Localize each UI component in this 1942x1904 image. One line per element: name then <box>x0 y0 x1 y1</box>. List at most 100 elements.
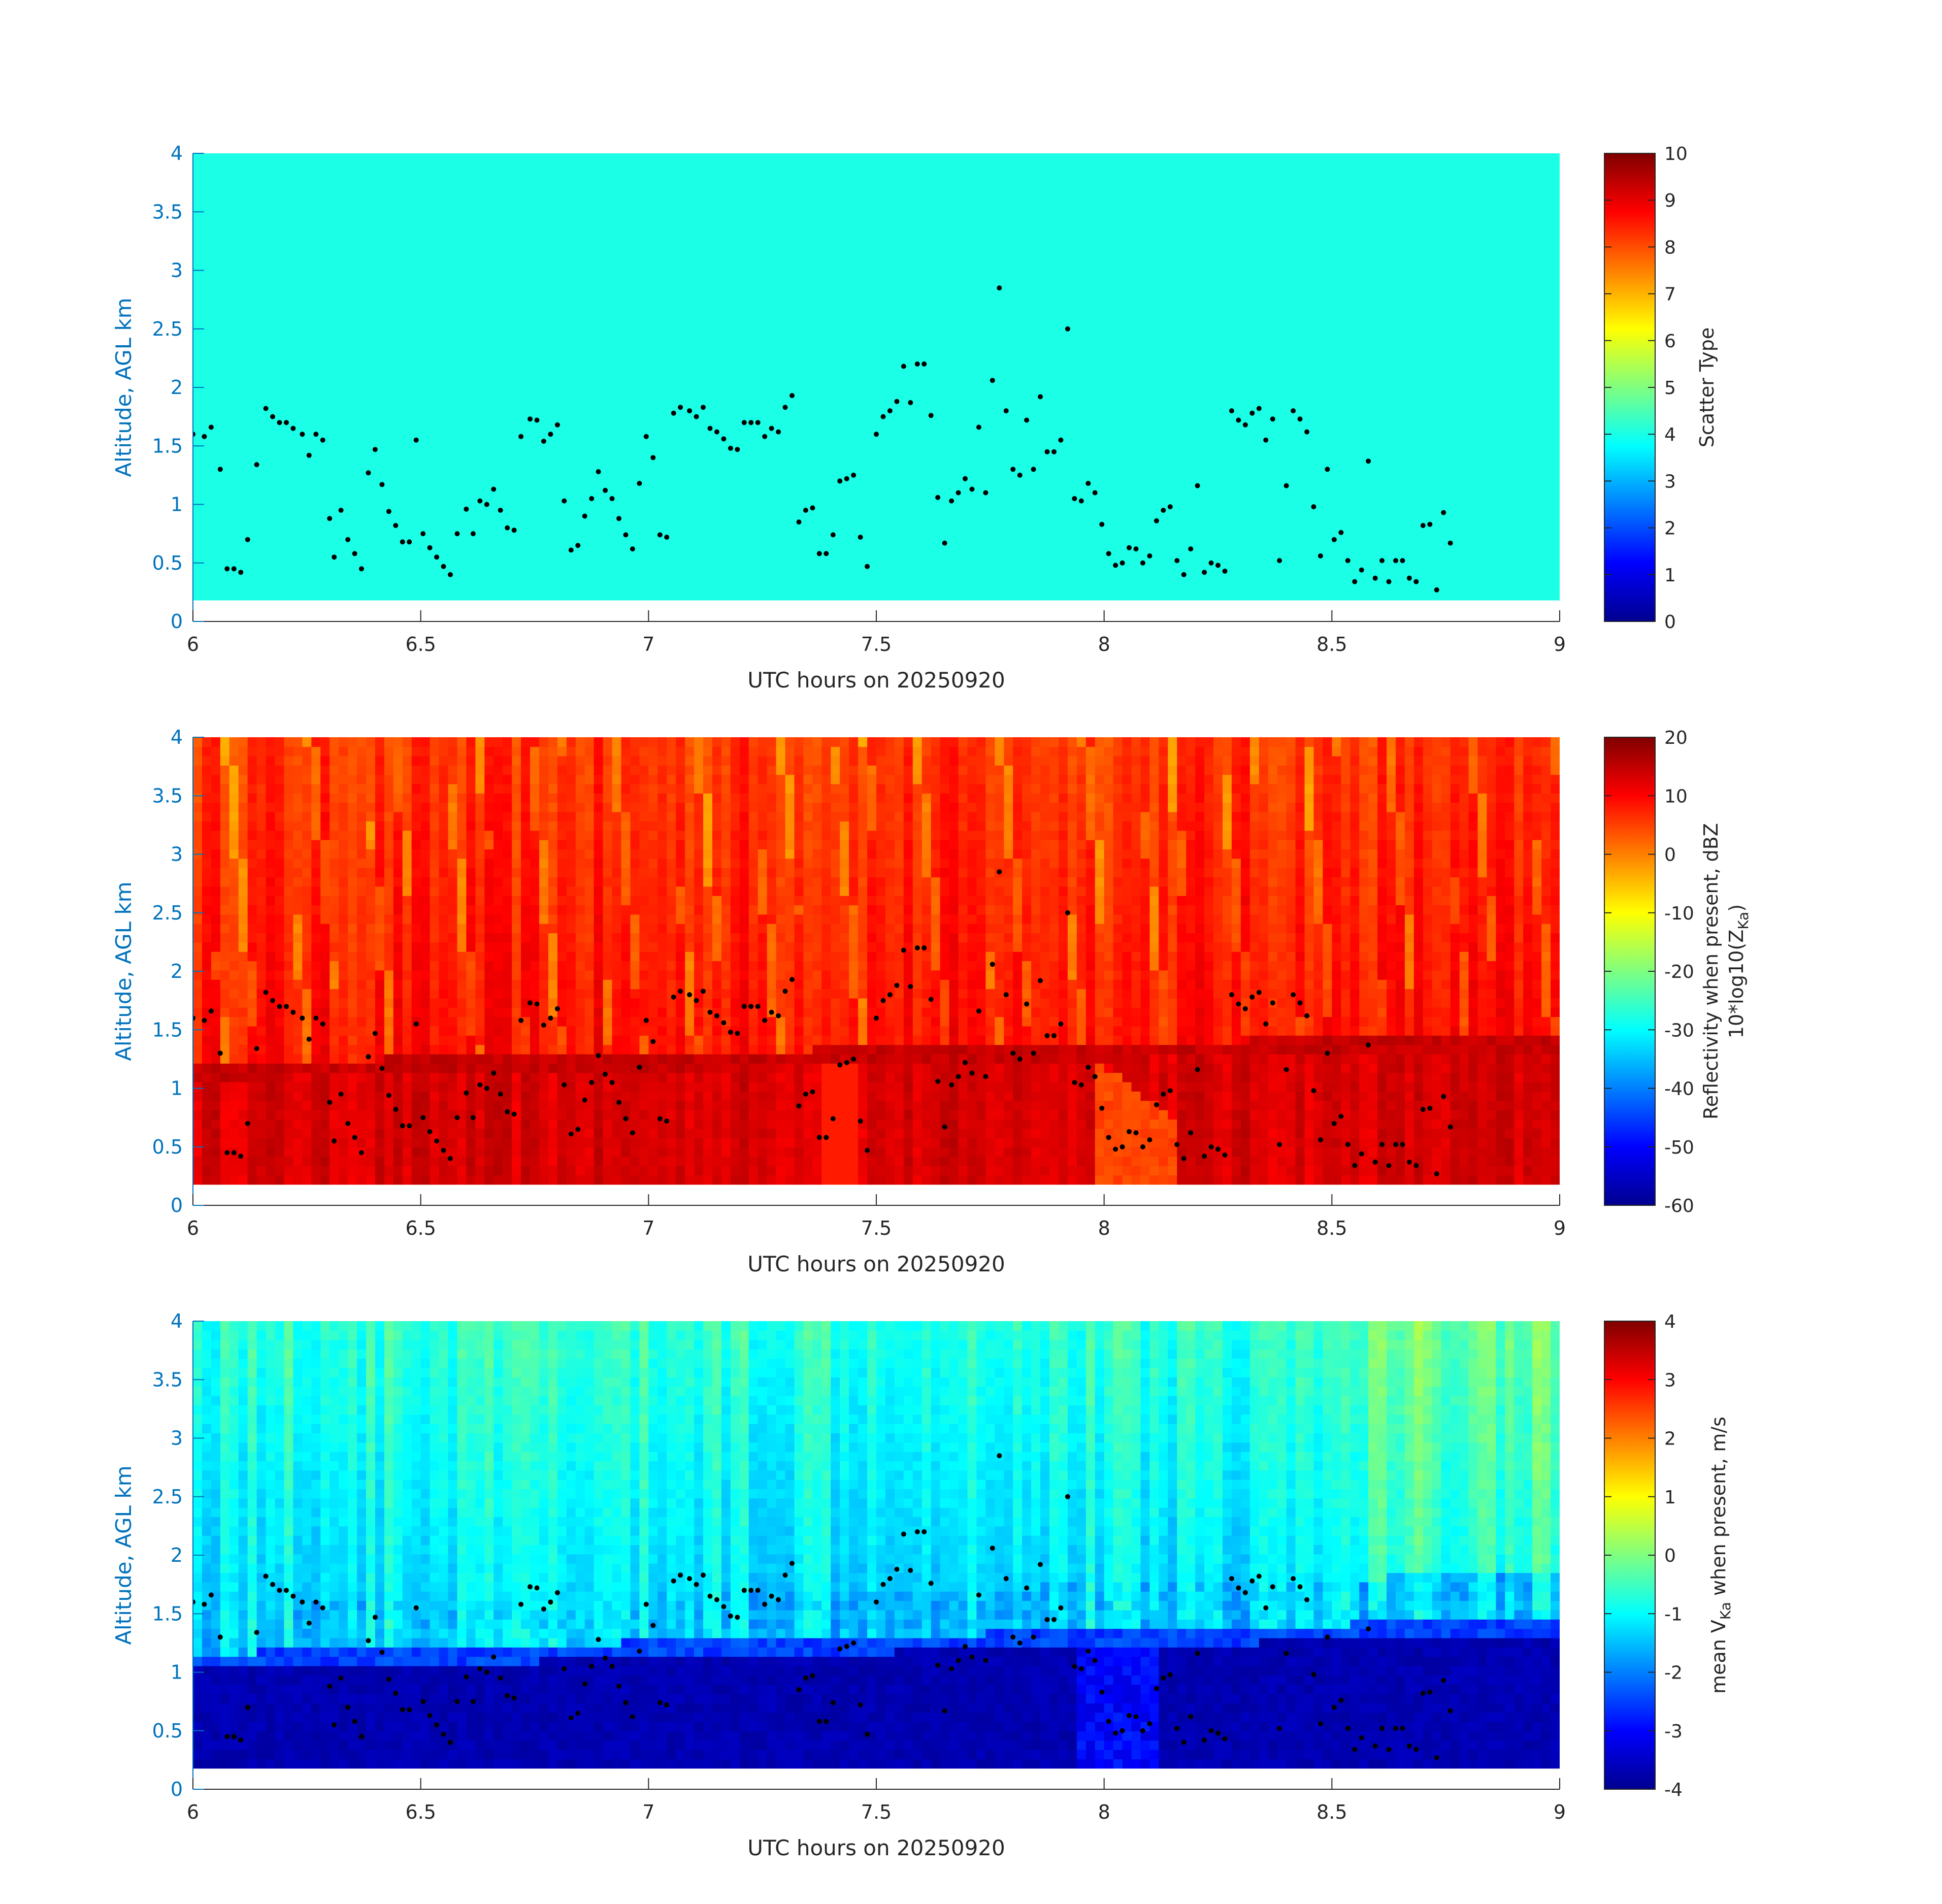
heatmap-cell <box>694 923 704 934</box>
marker-point <box>589 496 595 501</box>
heatmap-cell <box>566 765 576 775</box>
marker-point <box>338 508 344 513</box>
heatmap-cell <box>912 1007 923 1017</box>
heatmap-cell <box>648 1109 659 1120</box>
heatmap-cell <box>430 867 440 877</box>
heatmap-cell <box>785 774 795 784</box>
heatmap-cell <box>976 802 986 812</box>
heatmap-cell <box>284 914 294 924</box>
heatmap-cell <box>566 1165 576 1175</box>
heatmap-cell <box>894 737 904 747</box>
heatmap-cell <box>676 877 685 887</box>
marker-point <box>193 432 195 437</box>
heatmap-cell <box>958 802 968 812</box>
heatmap-cell <box>366 951 376 962</box>
heatmap-cell <box>958 774 968 784</box>
heatmap-cell <box>475 849 485 859</box>
heatmap-cell <box>430 989 440 999</box>
heatmap-cell <box>1067 802 1077 812</box>
heatmap-cell <box>858 1091 868 1101</box>
heatmap-cell <box>1058 886 1068 896</box>
heatmap-cell <box>229 821 239 831</box>
heatmap-cell <box>612 1072 622 1082</box>
heatmap-cell <box>612 933 622 943</box>
marker-point <box>1379 558 1385 564</box>
heatmap-cell <box>630 849 640 859</box>
heatmap-cell <box>384 1109 394 1120</box>
heatmap-cell <box>812 989 822 999</box>
heatmap-cell <box>566 1016 576 1027</box>
heatmap-cell <box>594 895 604 905</box>
heatmap-cell <box>758 737 768 747</box>
marker-point <box>386 509 391 514</box>
heatmap-cell <box>220 830 230 840</box>
heatmap-cell <box>694 765 704 775</box>
heatmap-cell <box>503 895 512 905</box>
heatmap-cell <box>575 1035 585 1045</box>
heatmap-cell <box>794 979 804 990</box>
heatmap-cell <box>803 1100 813 1110</box>
heatmap-cell <box>776 923 786 934</box>
heatmap-cell <box>503 923 512 934</box>
heatmap-cell <box>1031 1175 1041 1185</box>
heatmap-cell <box>831 961 841 971</box>
axes-scatter-type: 6 6.5 7 7.5 8 8.5 900.511.522.533.54 <box>152 142 1566 655</box>
marker-point <box>208 424 214 430</box>
heatmap-cell <box>521 1072 531 1082</box>
heatmap-cell <box>330 942 339 952</box>
marker-point <box>637 481 642 486</box>
heatmap-cell <box>967 905 977 915</box>
marker-point <box>1188 546 1194 552</box>
heatmap-cell <box>357 895 367 905</box>
heatmap-cell <box>767 821 777 831</box>
heatmap-cell <box>648 1156 659 1166</box>
heatmap-cell <box>521 1165 531 1175</box>
heatmap-cell <box>420 877 431 887</box>
heatmap-cell <box>503 961 512 971</box>
heatmap-cell <box>320 1128 330 1138</box>
heatmap-cell <box>876 746 886 757</box>
heatmap-cell <box>220 914 230 924</box>
heatmap-cell <box>630 802 640 812</box>
heatmap-cell <box>1076 1054 1087 1064</box>
heatmap-cell <box>767 1026 777 1036</box>
heatmap-cell <box>1022 914 1032 924</box>
heatmap-cell <box>867 1165 877 1175</box>
heatmap-cell <box>439 989 449 999</box>
heatmap-cell <box>512 793 521 803</box>
heatmap-cell <box>1013 1091 1023 1101</box>
heatmap-cell <box>967 1026 977 1036</box>
heatmap-cell <box>238 1081 248 1092</box>
heatmap-cell <box>439 979 449 990</box>
heatmap-cell <box>566 1026 576 1036</box>
heatmap-cell <box>503 793 512 803</box>
heatmap-cell <box>530 1147 540 1157</box>
heatmap-cell <box>639 765 649 775</box>
heatmap-cell <box>703 1016 713 1027</box>
heatmap-cell <box>266 1035 276 1045</box>
heatmap-cell <box>748 1007 759 1017</box>
heatmap-cell <box>676 933 685 943</box>
heatmap-cell <box>730 1007 740 1017</box>
heatmap-cell <box>1085 1081 1096 1092</box>
heatmap-cell <box>430 1081 440 1092</box>
heatmap-cell <box>949 821 959 831</box>
heatmap-cell <box>402 1137 412 1147</box>
heatmap-cell <box>439 765 449 775</box>
heatmap-cell <box>967 1147 977 1157</box>
heatmap-cell <box>256 1147 267 1157</box>
heatmap-cell <box>402 951 412 962</box>
heatmap-cell <box>803 793 813 803</box>
heatmap-cell <box>402 1016 412 1027</box>
heatmap-cell <box>420 1175 431 1185</box>
heatmap-cell <box>739 905 749 915</box>
heatmap-cell <box>776 961 786 971</box>
heatmap-cell <box>703 811 713 822</box>
heatmap-cell <box>639 1175 649 1185</box>
heatmap-cell <box>475 1016 485 1027</box>
heatmap-cell <box>1076 793 1087 803</box>
heatmap-cell <box>803 914 813 924</box>
heatmap-cell <box>667 1016 676 1027</box>
heatmap-cell <box>1085 1147 1096 1157</box>
heatmap-cell <box>876 1026 886 1036</box>
